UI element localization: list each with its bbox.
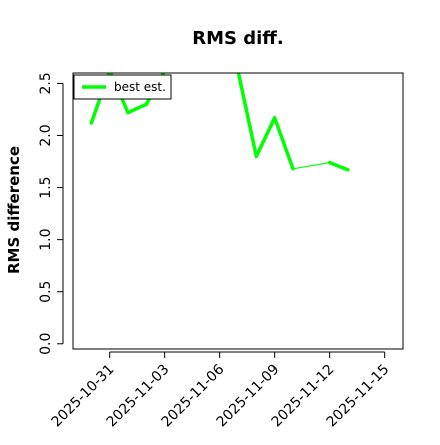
x-axis: 2025-10-312025-11-032025-11-062025-11-09… [49,351,392,430]
y-tick-label: 0.0 [38,333,54,355]
series-segment [327,160,350,172]
y-tick-label: 1.0 [38,229,54,251]
series-segment [236,73,259,159]
series-segment [126,102,149,115]
series-segment [254,116,277,159]
y-tick-label: 0.5 [38,281,54,303]
legend: best est. [73,74,172,100]
legend-box [73,74,172,100]
chart-title: RMS diff. [192,28,283,49]
y-axis-label: RMS difference [5,146,23,274]
y-tick-label: 2.5 [38,72,54,94]
y-axis: 0.0 0.5 1.0 1.5 2.0 2.5 [38,72,64,355]
y-tick-label: 1.5 [38,176,54,198]
series-segment [292,161,331,170]
series-segment [272,116,295,171]
plot-frame [72,72,404,350]
y-tick-label: 2.0 [38,124,54,146]
legend-label: best est. [114,80,166,94]
